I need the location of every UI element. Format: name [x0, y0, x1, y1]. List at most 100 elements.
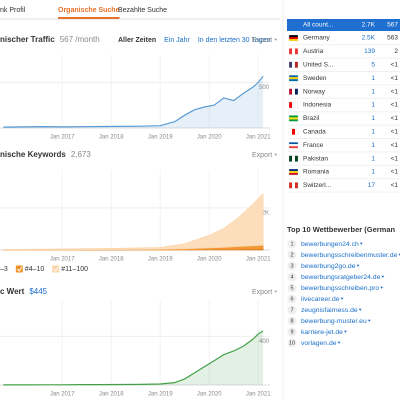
flag-part — [292, 61, 295, 68]
rank-number: 6 — [290, 296, 293, 302]
competitor-link[interactable]: zeugnisfairness.de — [301, 307, 358, 314]
competitor-link[interactable]: vorlagen.de — [301, 340, 337, 347]
competitor-link[interactable]: bewerbung-muster.eu — [301, 318, 367, 325]
country-keywords[interactable]: 139 — [364, 48, 375, 55]
country-keywords[interactable]: 1 — [371, 129, 375, 136]
country-keywords[interactable]: 1 — [371, 169, 375, 176]
country-name[interactable]: Norway — [303, 88, 326, 95]
country-name[interactable]: France — [303, 142, 324, 149]
x-tick-label: Jan 2018 — [99, 257, 124, 263]
table-header-bg — [287, 19, 400, 31]
x-tick-label: Jan 2019 — [148, 257, 173, 263]
country-keywords[interactable]: 1 — [371, 142, 375, 149]
country-keywords[interactable]: 1 — [371, 155, 375, 162]
country-name[interactable]: Indonesia — [303, 102, 332, 109]
dropdown-caret — [340, 297, 344, 300]
country-name[interactable]: United S... — [303, 62, 334, 69]
table-header-cell: 567 — [387, 22, 398, 29]
flag-part — [295, 88, 298, 95]
tab[interactable]: Organische Suche — [58, 7, 120, 14]
competitor-link[interactable]: bewerbungsschreiben.pro — [301, 285, 379, 292]
competitor-link[interactable]: karriere-jet.de — [301, 329, 343, 336]
country-name[interactable]: Brazil — [303, 115, 320, 122]
country-keywords[interactable]: 1 — [371, 75, 375, 82]
range-button[interactable]: Aller Zeiten — [118, 37, 156, 44]
dropdown-caret — [343, 330, 347, 333]
flag-part — [292, 182, 295, 189]
country-keywords[interactable]: 5 — [371, 62, 375, 69]
competitor-link[interactable]: livecareer.de — [301, 296, 340, 303]
competitor-link[interactable]: bewerbungsratgeber24.de — [301, 274, 381, 281]
chart-subtitle: $445 — [29, 287, 47, 296]
country-traffic: <1 — [391, 182, 399, 189]
competitor-link[interactable]: bewerbung2go.de — [301, 263, 356, 270]
rank-number: 1 — [290, 241, 293, 247]
flag-part — [289, 37, 298, 39]
country-name[interactable]: Romania — [303, 169, 329, 176]
stacked-area — [3, 192, 264, 251]
range-button[interactable]: In den letzten 30 Tagen — [198, 37, 271, 44]
x-tick-label: Jan 2021 — [246, 392, 271, 398]
country-name[interactable]: Germany — [303, 35, 330, 42]
table-header-cell: All count... — [303, 22, 334, 29]
x-tick-label: Jan 2017 — [50, 257, 75, 263]
flag-part — [292, 102, 295, 108]
tab[interactable]: nk Profil — [0, 7, 26, 14]
export-button[interactable]: Export — [252, 152, 272, 159]
flag-part — [292, 48, 295, 55]
flag-border — [288, 61, 299, 68]
country-name[interactable]: Austria — [303, 48, 324, 55]
x-tick-label: Jan 2019 — [148, 392, 173, 398]
tab[interactable]: Bezahlte Suche — [118, 7, 167, 14]
range-button[interactable]: Ein Jahr — [164, 37, 190, 44]
country-traffic: <1 — [391, 142, 399, 149]
flag-part — [295, 61, 298, 68]
export-button[interactable]: Export — [252, 289, 272, 296]
competitor-link[interactable]: bewerbungen24.ch — [301, 241, 359, 248]
country-name[interactable]: Sweden — [303, 75, 327, 82]
dropdown-caret — [274, 38, 278, 41]
x-tick-label: Jan 2017 — [50, 392, 75, 398]
dropdown-caret — [380, 286, 384, 289]
y-tick-label: 500 — [259, 85, 270, 91]
line-area — [3, 331, 264, 385]
country-keywords[interactable]: 2.5K — [362, 35, 376, 42]
country-traffic: <1 — [391, 169, 399, 176]
dropdown-caret — [356, 264, 360, 267]
flag-border — [288, 48, 299, 55]
x-tick-label: Jan 2018 — [99, 392, 124, 398]
x-tick-label: Jan 2020 — [197, 392, 222, 398]
x-tick-label: Jan 2021 — [246, 257, 271, 263]
flag-part — [289, 155, 292, 162]
country-keywords[interactable]: 17 — [368, 182, 376, 189]
country-traffic: 563 — [387, 35, 398, 42]
country-keywords[interactable]: 1 — [371, 115, 375, 122]
x-tick-label: Jan 2019 — [148, 135, 173, 141]
flag-part — [289, 173, 298, 175]
flag-part — [289, 142, 298, 145]
y-tick-label: 2K — [262, 210, 269, 216]
dropdown-caret — [274, 290, 278, 293]
legend-checkbox[interactable] — [52, 265, 60, 273]
x-tick-label: Jan 2018 — [99, 135, 124, 141]
rank-badge — [287, 272, 297, 282]
flag-border — [288, 128, 299, 135]
flag-part — [295, 48, 298, 55]
legend-check — [16, 266, 23, 272]
dropdown-caret — [337, 341, 341, 344]
export-button[interactable]: Export — [252, 37, 272, 44]
legend-checkbox[interactable] — [15, 265, 23, 273]
country-name[interactable]: Switzerl... — [303, 182, 331, 189]
country-name[interactable]: Pakistan — [303, 155, 328, 162]
country-keywords[interactable]: 1 — [371, 102, 375, 109]
flag-part — [295, 182, 298, 189]
flag-part — [289, 61, 292, 68]
competitors-title: Top 10 Wettbewerber (German — [287, 225, 395, 234]
country-name[interactable]: Canada — [303, 129, 326, 136]
competitor-link[interactable]: bewerbungsschreibenmuster.de — [301, 252, 398, 259]
country-keywords[interactable]: 1 — [371, 88, 375, 95]
table-header-cell: 2.7K — [362, 22, 376, 29]
x-tick-label: Jan 2020 — [197, 135, 222, 141]
flag-part — [289, 171, 298, 173]
